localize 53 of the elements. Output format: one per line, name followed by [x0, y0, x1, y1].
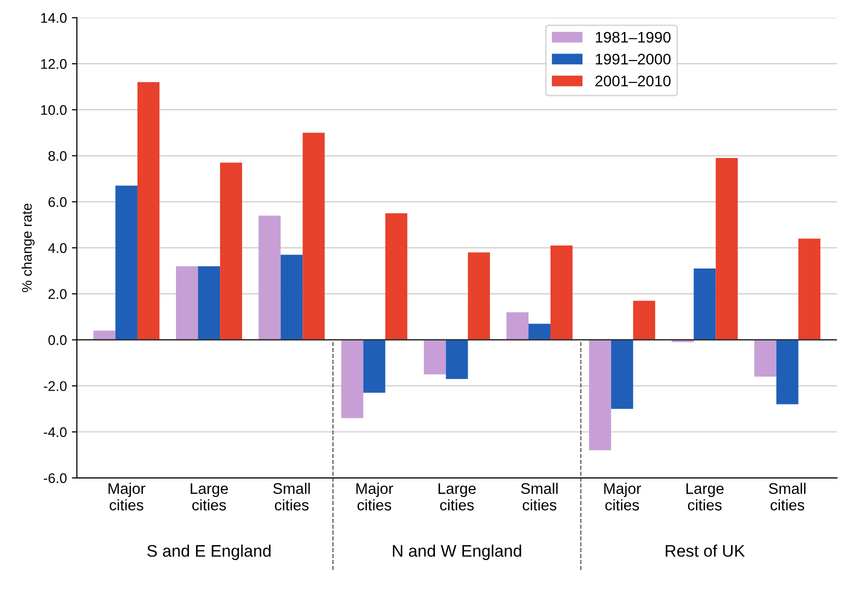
bar — [611, 340, 634, 409]
y-tick-label: 8.0 — [48, 151, 67, 161]
bar — [93, 330, 116, 340]
text: S and E England — [147, 544, 271, 560]
y-tick-label: 6.0 — [48, 197, 67, 207]
x-tick-label: Major cities — [604, 482, 641, 510]
bar — [446, 340, 468, 379]
bar — [468, 252, 490, 340]
bar — [589, 340, 612, 450]
bar — [341, 340, 364, 418]
x-tick-label: Small cities — [768, 482, 806, 510]
bar — [258, 216, 281, 340]
x-tick-label: Major cities — [108, 482, 146, 510]
bar — [176, 266, 198, 340]
bar — [302, 132, 325, 340]
bar — [716, 158, 738, 340]
legend-label: 1981–1990 — [596, 32, 671, 43]
y-tick-label: 10.0 — [41, 105, 67, 115]
x-tick-label: Large cities — [438, 483, 476, 510]
text: Rest of UK — [666, 544, 745, 557]
bar — [198, 266, 220, 340]
y-tick-label: -6.0 — [44, 473, 67, 484]
bar — [424, 340, 446, 374]
bar — [115, 186, 138, 340]
y-tick-label: 0.0 — [48, 335, 67, 346]
y-tick-label: 4.0 — [48, 243, 67, 253]
x-tick-label: Large cities — [190, 483, 228, 510]
bar — [385, 213, 408, 340]
bar — [220, 162, 242, 340]
bar — [528, 324, 551, 340]
text: N and W England — [392, 544, 522, 560]
bar — [798, 238, 820, 340]
y-tick-label: 12.0 — [41, 59, 67, 69]
bar — [776, 340, 798, 404]
legend-label: 1991–2000 — [596, 54, 671, 65]
bar — [363, 340, 386, 393]
bar — [137, 82, 160, 340]
x-tick-label: Large cities — [686, 483, 724, 510]
bar — [506, 312, 528, 340]
y-tick-label: 2.0 — [48, 289, 67, 299]
y-axis-title: % change rate — [22, 204, 35, 292]
bar — [633, 300, 656, 340]
y-tick-label: 14.0 — [41, 13, 67, 23]
legend-label: 2001–2010 — [595, 76, 671, 86]
y-tick-label: -4.0 — [44, 427, 67, 438]
x-tick-label: Major cities — [356, 482, 394, 510]
x-tick-label: Small cities — [521, 482, 558, 510]
x-tick-label: Small cities — [273, 482, 310, 510]
bar — [754, 340, 776, 377]
bar — [694, 268, 716, 340]
y-tick-label: -2.0 — [44, 381, 67, 392]
bar — [280, 254, 303, 340]
bar — [550, 246, 573, 340]
